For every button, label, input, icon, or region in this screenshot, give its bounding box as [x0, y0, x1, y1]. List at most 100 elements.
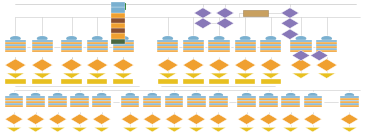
Bar — [5, 105, 23, 107]
Bar — [92, 103, 111, 105]
Bar — [304, 98, 322, 100]
Bar — [165, 103, 184, 105]
Polygon shape — [7, 73, 24, 78]
Bar — [113, 50, 134, 52]
Bar — [209, 96, 228, 98]
Polygon shape — [238, 114, 255, 124]
Bar — [237, 96, 256, 98]
Polygon shape — [262, 73, 280, 78]
Bar — [5, 98, 23, 100]
Bar — [48, 102, 67, 103]
Bar — [32, 48, 53, 50]
Bar — [316, 42, 337, 44]
Polygon shape — [304, 114, 321, 124]
Polygon shape — [341, 114, 358, 124]
Bar — [260, 46, 281, 48]
Bar — [183, 50, 204, 52]
Polygon shape — [260, 114, 277, 124]
Bar — [26, 103, 45, 105]
Bar — [92, 98, 111, 100]
Bar — [235, 48, 256, 50]
Bar — [26, 96, 45, 98]
Bar — [87, 46, 108, 48]
Bar — [340, 96, 359, 98]
Bar — [32, 79, 52, 84]
Circle shape — [67, 37, 76, 40]
Polygon shape — [235, 59, 255, 71]
Bar — [92, 96, 111, 98]
Bar — [237, 105, 256, 107]
Bar — [5, 40, 26, 42]
Bar — [48, 96, 67, 98]
Polygon shape — [145, 127, 160, 132]
Bar — [290, 42, 312, 44]
Bar — [5, 44, 26, 46]
Circle shape — [266, 37, 276, 40]
Polygon shape — [194, 18, 212, 28]
Polygon shape — [157, 59, 178, 71]
Bar — [235, 46, 256, 48]
Polygon shape — [88, 73, 106, 78]
Bar — [187, 98, 206, 100]
Polygon shape — [281, 29, 299, 39]
Bar — [183, 46, 204, 48]
Circle shape — [32, 94, 40, 97]
Bar — [259, 105, 278, 107]
Bar — [48, 105, 67, 107]
Polygon shape — [216, 8, 234, 18]
Bar — [209, 100, 228, 102]
Bar — [48, 98, 67, 100]
Circle shape — [345, 94, 353, 97]
Bar — [111, 23, 125, 28]
Polygon shape — [71, 114, 88, 124]
Circle shape — [240, 37, 250, 40]
Circle shape — [98, 94, 106, 97]
Polygon shape — [239, 127, 254, 132]
Bar — [316, 48, 337, 50]
Bar — [111, 33, 125, 39]
Bar — [260, 40, 281, 42]
Bar — [61, 46, 82, 48]
Bar — [183, 79, 203, 84]
Bar — [281, 96, 300, 98]
Polygon shape — [61, 59, 82, 71]
Bar — [165, 102, 184, 103]
Bar — [260, 42, 281, 44]
Polygon shape — [5, 114, 23, 124]
Bar — [304, 96, 322, 98]
Bar — [26, 105, 45, 107]
Bar — [290, 44, 312, 46]
Bar — [290, 48, 312, 50]
Polygon shape — [94, 127, 109, 132]
Bar — [121, 100, 139, 102]
Bar — [237, 103, 256, 105]
Bar — [6, 79, 26, 84]
Bar — [92, 100, 111, 102]
Bar — [5, 50, 26, 52]
Bar — [259, 98, 278, 100]
Bar — [165, 96, 184, 98]
Polygon shape — [159, 73, 177, 78]
Polygon shape — [194, 8, 212, 18]
Polygon shape — [189, 127, 204, 132]
Polygon shape — [281, 18, 299, 28]
Polygon shape — [261, 59, 281, 71]
Bar — [87, 50, 108, 52]
Circle shape — [11, 37, 20, 40]
Circle shape — [170, 94, 178, 97]
Bar — [70, 102, 89, 103]
Bar — [290, 50, 312, 52]
Bar — [111, 2, 125, 7]
Bar — [304, 100, 322, 102]
Polygon shape — [113, 59, 134, 71]
Bar — [316, 44, 337, 46]
Bar — [183, 42, 204, 44]
Bar — [87, 40, 108, 42]
Bar — [187, 100, 206, 102]
Bar — [259, 103, 278, 105]
Bar — [5, 102, 23, 103]
Bar — [259, 96, 278, 98]
Circle shape — [309, 94, 317, 97]
Bar — [157, 40, 178, 42]
Circle shape — [37, 37, 47, 40]
